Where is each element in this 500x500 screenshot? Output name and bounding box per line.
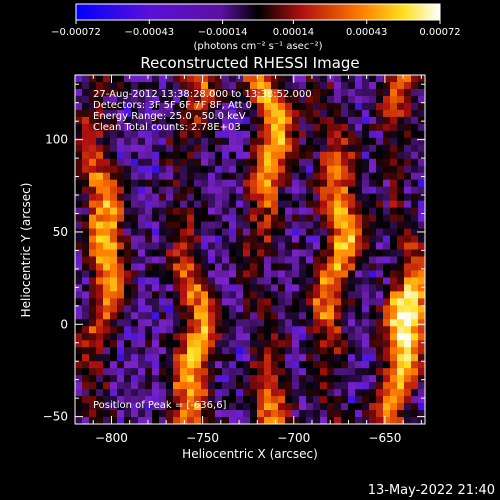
x-tick-label: −750 [186, 431, 219, 445]
heatmap-image [75, 75, 425, 424]
y-tick-label: 100 [45, 133, 68, 147]
info-clean-counts: Clean Total counts: 2.78E+03 [93, 122, 241, 133]
colorbar-units-label: (photons cm⁻² s⁻¹ asec⁻²) [193, 41, 322, 52]
peak-position-label: Position of Peak = [-636,6] [93, 400, 227, 411]
observation-info: 27-Aug-2012 13:38:28.000 to 13:38:52.000… [93, 89, 312, 133]
y-tick-label: 0 [60, 317, 68, 331]
x-tick-label: −700 [277, 431, 310, 445]
colorbar-gradient [75, 3, 441, 21]
colorbar-tick-label: −0.00072 [51, 27, 101, 38]
y-axis-label: Heliocentric Y (arcsec) [19, 183, 33, 318]
colorbar: −0.00072 −0.00043 −0.00014 0.00014 0.00043 0.… [51, 3, 461, 52]
x-axis-label: Heliocentric X (arcsec) [182, 447, 318, 461]
generation-timestamp: 13-May-2022 21:40 [368, 483, 495, 498]
colorbar-tick-label: 0.00014 [273, 27, 314, 38]
axis-ticks: −800 −750 −700 −650 −50 0 50 100 [43, 75, 425, 445]
plot-frame [74, 74, 426, 425]
colorbar-tick-label: 0.00043 [346, 27, 387, 38]
x-tick-label: −800 [95, 431, 128, 445]
colorbar-tick-label: −0.00043 [124, 27, 174, 38]
y-tick-label: 50 [53, 225, 68, 239]
y-tick-label: −50 [43, 410, 68, 424]
chart-title: Reconstructed RHESSI Image [140, 54, 359, 72]
colorbar-tick-label: 0.00072 [419, 27, 460, 38]
info-detectors: Detectors: 3F 5F 6F 7F 8F, Att 0 [93, 100, 252, 111]
info-energy-range: Energy Range: 25.0 - 50.0 keV [93, 111, 246, 122]
info-time-range: 27-Aug-2012 13:38:28.000 to 13:38:52.000 [93, 89, 312, 100]
colorbar-ticks: −0.00072 −0.00043 −0.00014 0.00014 0.00043 0.… [51, 20, 461, 38]
colorbar-tick-label: −0.00014 [198, 27, 248, 38]
x-tick-label: −650 [368, 431, 401, 445]
